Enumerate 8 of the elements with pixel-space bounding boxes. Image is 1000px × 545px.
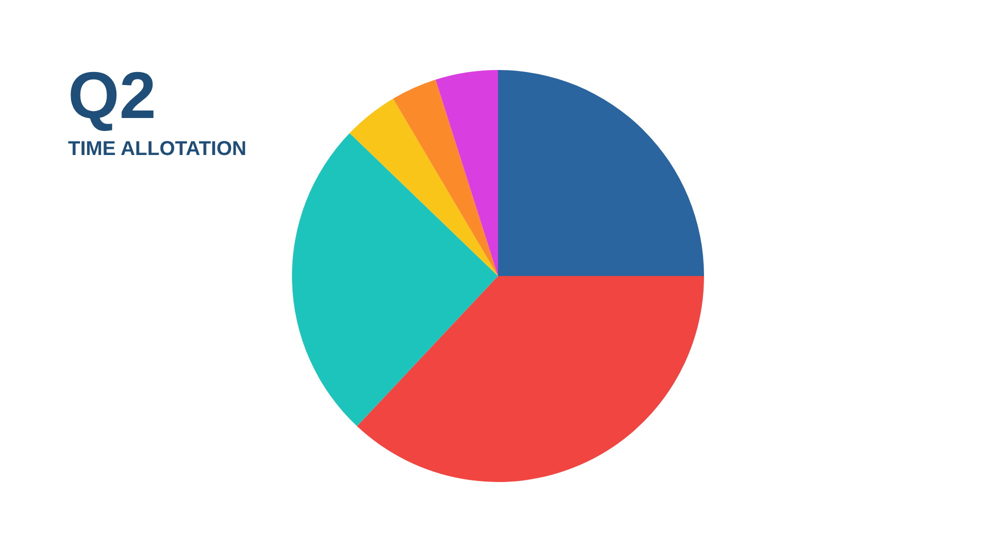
pie-slice: [393, 80, 498, 276]
pie-slice: [498, 70, 704, 276]
pie-slice: [292, 133, 498, 426]
pie-slice: [436, 70, 498, 276]
chart-title: Q2: [68, 58, 156, 132]
text: TIME ALLOTATION: [68, 138, 246, 160]
pie-slice: [350, 98, 498, 276]
pie-slice: [356, 276, 704, 482]
